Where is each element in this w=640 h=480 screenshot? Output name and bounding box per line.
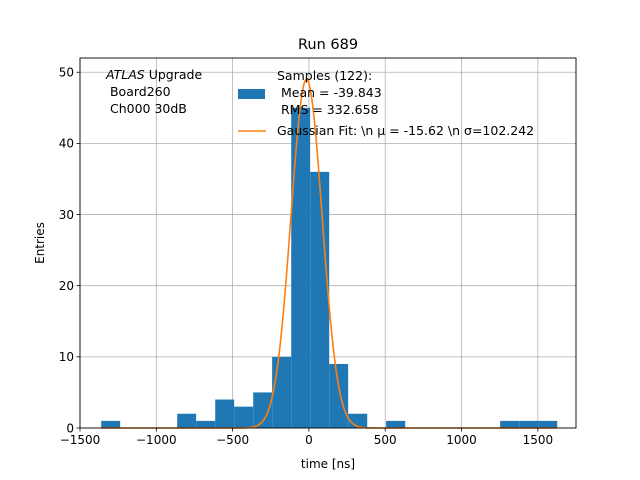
histogram-bar bbox=[291, 107, 311, 429]
histogram-bar bbox=[215, 399, 235, 428]
y-tick-label: 30 bbox=[59, 208, 74, 222]
histogram-bar bbox=[500, 420, 520, 428]
histogram-bar bbox=[196, 420, 216, 428]
x-tick-label: −1500 bbox=[60, 433, 101, 447]
y-tick-label: 20 bbox=[59, 279, 74, 293]
x-tick-label: 0 bbox=[305, 433, 313, 447]
y-tick-label: 0 bbox=[66, 421, 74, 435]
histogram-bar bbox=[177, 413, 197, 428]
x-tick-label: −1000 bbox=[136, 433, 177, 447]
histogram-bar bbox=[538, 420, 558, 428]
legend-hist-label-2: Mean = -39.843 bbox=[277, 85, 382, 100]
x-tick-label: 500 bbox=[374, 433, 397, 447]
x-axis-label: time [ns] bbox=[301, 457, 355, 471]
atlas-annotation: ATLAS Upgrade Board260 Ch000 30dB bbox=[105, 67, 202, 116]
y-tick-label: 40 bbox=[59, 137, 74, 151]
histogram-bar bbox=[234, 406, 254, 428]
legend-hist-swatch bbox=[238, 89, 265, 99]
legend-hist-label-3: RMS = 332.658 bbox=[277, 102, 379, 117]
legend-hist-label-1: Samples (122): bbox=[277, 68, 372, 83]
y-axis-label: Entries bbox=[33, 222, 47, 264]
histogram-bar bbox=[310, 171, 330, 428]
histogram-bar bbox=[329, 363, 349, 428]
x-axis-ticks: −1500 −1000 −500 0 500 1000 1500 bbox=[60, 428, 553, 447]
legend-fit-label: Gaussian Fit: \n μ = -15.62 \n σ=102.242 bbox=[277, 123, 534, 138]
y-tick-label: 50 bbox=[59, 66, 74, 80]
plot-frame bbox=[79, 57, 577, 429]
histogram-bar bbox=[386, 420, 406, 428]
x-tick-label: 1000 bbox=[446, 433, 477, 447]
atlas-label: ATLAS bbox=[105, 67, 145, 82]
legend: Samples (122): Mean = -39.843 RMS = 332.… bbox=[238, 68, 534, 138]
y-axis-ticks: 0 10 20 30 40 50 bbox=[59, 66, 80, 435]
chart-title: Run 689 bbox=[298, 37, 358, 53]
histogram-bar bbox=[272, 356, 292, 428]
annotation-line-2: Board260 bbox=[106, 84, 171, 99]
annotation-line-3: Ch000 30dB bbox=[106, 101, 187, 116]
histogram-bars bbox=[101, 107, 558, 429]
annotation-line-1: ATLAS Upgrade bbox=[105, 67, 202, 82]
upgrade-label: Upgrade bbox=[145, 67, 203, 82]
histogram-bar bbox=[101, 420, 121, 428]
x-tick-label: 1500 bbox=[523, 433, 554, 447]
y-tick-label: 10 bbox=[59, 350, 74, 364]
x-tick-label: −500 bbox=[216, 433, 249, 447]
histogram-bar bbox=[519, 420, 539, 428]
grid-lines bbox=[79, 58, 576, 429]
histogram-bar bbox=[253, 392, 273, 428]
